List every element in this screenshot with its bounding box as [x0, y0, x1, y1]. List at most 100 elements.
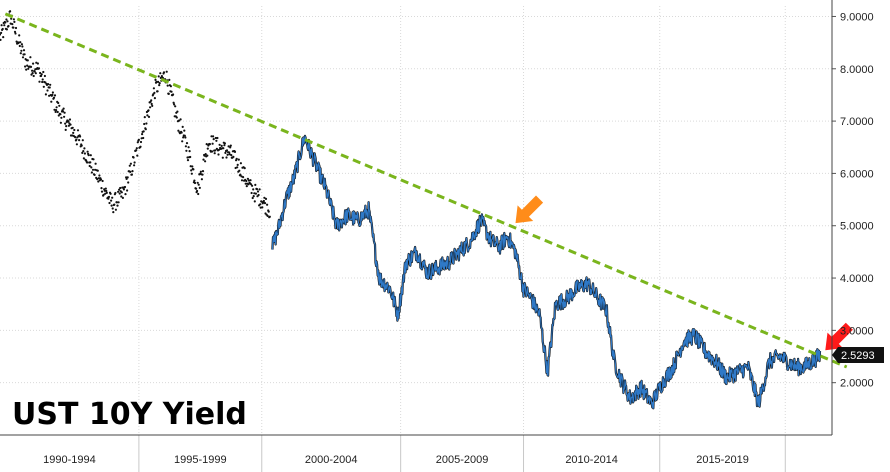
- series-point: [184, 136, 187, 139]
- series-point: [22, 49, 26, 52]
- series-point: [109, 192, 112, 195]
- series-point: [102, 193, 105, 196]
- series-point: [267, 210, 270, 213]
- series-point: [228, 151, 231, 154]
- series-point: [156, 90, 159, 93]
- series-point: [41, 78, 44, 81]
- series-point: [37, 67, 41, 70]
- series-point: [190, 172, 193, 175]
- series-point: [1, 27, 4, 31]
- series-point: [206, 147, 209, 150]
- series-point: [253, 200, 256, 203]
- series-point: [250, 191, 253, 195]
- series-point: [129, 170, 132, 173]
- series-point: [239, 162, 242, 165]
- series-point: [182, 136, 185, 139]
- series-point: [196, 189, 199, 193]
- series-point: [55, 109, 58, 112]
- series-point: [256, 190, 260, 193]
- series-point: [141, 133, 144, 136]
- series-point: [184, 145, 187, 148]
- series-point: [205, 143, 208, 146]
- series-point: [111, 207, 114, 210]
- series-point: [107, 195, 111, 198]
- series-point: [142, 136, 145, 140]
- series-point: [103, 189, 106, 192]
- series-point: [173, 103, 176, 106]
- series-point: [186, 159, 190, 162]
- series-point: [12, 26, 15, 29]
- x-tick-label: 2005-2009: [436, 454, 489, 466]
- series-point: [229, 144, 232, 147]
- series-point: [78, 139, 81, 142]
- series-point: [60, 116, 63, 119]
- series-point: [0, 24, 3, 27]
- series-point: [157, 75, 160, 78]
- series-point: [245, 185, 248, 188]
- series-point: [202, 158, 205, 161]
- last-value-box: [832, 346, 884, 363]
- series-point: [96, 178, 99, 181]
- series-point: [261, 206, 264, 209]
- series-point: [111, 196, 114, 199]
- series-point: [176, 110, 179, 113]
- series-point: [127, 181, 130, 184]
- series-point: [199, 170, 202, 173]
- series-point: [258, 188, 261, 191]
- series-point: [72, 131, 75, 134]
- series-point: [150, 99, 153, 102]
- series-point: [187, 146, 190, 149]
- series-point: [36, 62, 40, 65]
- series-point: [151, 104, 154, 107]
- series-point: [93, 173, 96, 176]
- series-point: [13, 20, 16, 23]
- series-point: [49, 83, 52, 86]
- series-point: [142, 130, 145, 133]
- series-point: [81, 139, 84, 142]
- series-point: [206, 154, 209, 157]
- series-point: [167, 92, 170, 95]
- series-point: [82, 157, 85, 160]
- series-point: [11, 23, 14, 26]
- x-tick-label: 2000-2004: [305, 454, 358, 466]
- series-point: [118, 188, 121, 191]
- series-point: [254, 183, 257, 186]
- series-point: [224, 151, 227, 154]
- series-point: [214, 136, 217, 140]
- series-point: [170, 90, 173, 93]
- series-point: [90, 166, 93, 169]
- series-point: [204, 153, 207, 156]
- series-point: [153, 91, 156, 94]
- series-point: [262, 199, 265, 203]
- series-point: [179, 118, 182, 121]
- series-point: [105, 189, 108, 193]
- series-point: [114, 208, 117, 211]
- series-point: [146, 114, 149, 117]
- series-point: [230, 154, 233, 157]
- series-point: [189, 155, 192, 159]
- series-point: [177, 119, 181, 122]
- series-point: [149, 106, 152, 109]
- series-point: [157, 80, 160, 83]
- series-point: [217, 153, 220, 156]
- series-point: [0, 31, 3, 34]
- series-point: [14, 32, 17, 35]
- series-point: [218, 143, 221, 146]
- series-point: [185, 149, 188, 152]
- series-point: [104, 187, 107, 190]
- series-point: [126, 189, 129, 192]
- series-point: [113, 203, 116, 206]
- series-point: [64, 128, 67, 131]
- series-point: [259, 206, 262, 209]
- series-point: [126, 176, 129, 179]
- series-point: [177, 129, 180, 132]
- series-point: [251, 184, 254, 187]
- series-point: [212, 135, 215, 138]
- series-point: [14, 26, 18, 30]
- series-point: [39, 71, 42, 75]
- series-point: [94, 162, 97, 165]
- series-point: [200, 178, 203, 181]
- series-point: [105, 191, 108, 194]
- series-point: [185, 142, 189, 145]
- series-point: [232, 155, 235, 158]
